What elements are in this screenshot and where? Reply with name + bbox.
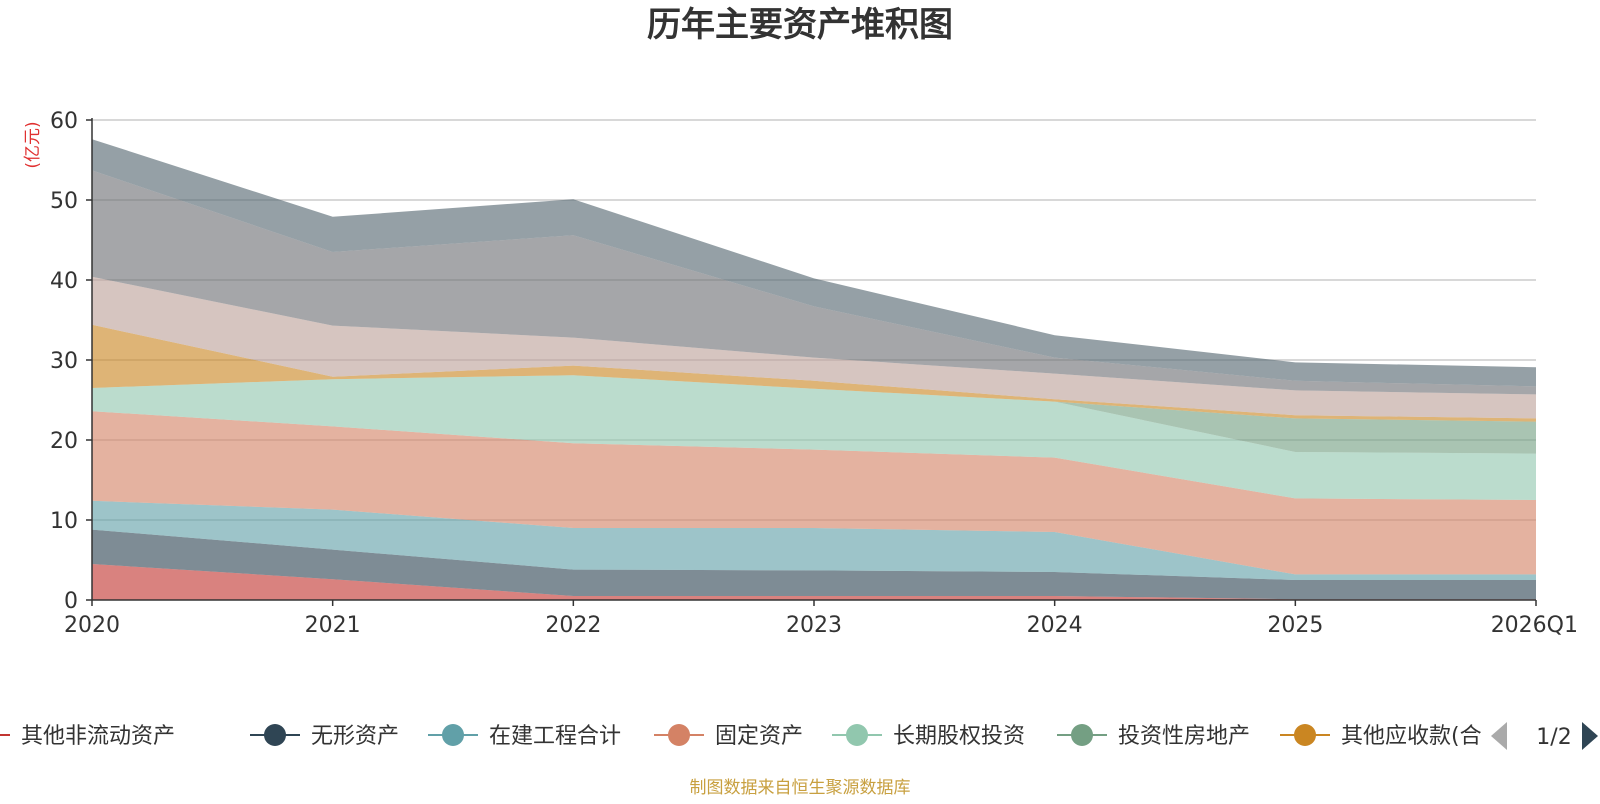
area-series-1[interactable] <box>92 529 1536 600</box>
legend-label: 无形资产 <box>311 724 399 749</box>
legend-item[interactable]: 其他非流动资产 <box>0 724 175 749</box>
legend-label: 长期股权投资 <box>893 724 1025 749</box>
legend-dot-marker <box>442 724 464 746</box>
legend-page-indicator: 1/2 <box>1536 725 1571 750</box>
area-series-0[interactable] <box>92 564 1536 600</box>
x-tick-label: 2025 <box>1267 613 1323 638</box>
legend-item[interactable]: 固定资产 <box>654 724 803 749</box>
legend-label: 在建工程合计 <box>489 724 621 749</box>
legend-dot-marker <box>668 724 690 746</box>
x-tick-label: 2023 <box>786 613 842 638</box>
legend[interactable]: 其他非流动资产 无形资产 在建工程合计 固定资产 长期股权投资 投资性房地产 其他应收款(合… <box>0 722 1598 750</box>
y-tick-label: 50 <box>50 189 78 214</box>
x-tick-label: 2021 <box>305 613 361 638</box>
legend-label: 投资性房地产 <box>1118 724 1250 749</box>
chart-title: 历年主要资产堆积图 <box>647 5 953 45</box>
y-tick-label: 40 <box>50 269 78 294</box>
x-tick-label: 2024 <box>1027 613 1083 638</box>
area-series-3[interactable] <box>92 411 1536 575</box>
legend-prev-icon[interactable] <box>1491 722 1507 750</box>
legend-dot-marker <box>846 724 868 746</box>
y-tick-label: 10 <box>50 509 78 534</box>
area-series <box>92 139 1536 600</box>
legend-label: 其他应收款(合计) <box>1341 724 1512 749</box>
area-series-5[interactable] <box>92 375 1536 454</box>
area-series-4[interactable] <box>92 375 1536 500</box>
y-tick-label: 30 <box>50 349 78 374</box>
axes: 0 10 20 30 40 50 60 2020 2021 2022 2023 2024 2025 202… <box>50 109 1578 638</box>
legend-item[interactable]: 在建工程合计 <box>428 724 621 749</box>
x-tick-label: 2026Q1 <box>1491 613 1578 638</box>
legend-label: 固定资产 <box>715 724 803 749</box>
x-tick-label: 2020 <box>64 613 120 638</box>
area-series-2[interactable] <box>92 500 1536 580</box>
legend-items: 其他非流动资产 无形资产 在建工程合计 固定资产 长期股权投资 投资性房地产 其他应收款(合… <box>0 724 1512 749</box>
legend-dot-marker <box>264 724 286 746</box>
legend-dot-marker <box>1071 724 1093 746</box>
legend-item[interactable]: 长期股权投资 <box>832 724 1025 749</box>
legend-item[interactable]: 投资性房地产 <box>1057 724 1250 749</box>
x-tick-label: 2022 <box>545 613 601 638</box>
legend-label: 其他非流动资产 <box>21 724 175 749</box>
legend-dot-marker <box>1294 724 1316 746</box>
legend-next-icon[interactable] <box>1582 722 1598 750</box>
legend-item[interactable]: 无形资产 <box>250 724 399 749</box>
area-series-7[interactable] <box>92 276 1536 419</box>
legend-item[interactable]: 其他应收款(合计) <box>1280 724 1512 749</box>
source-note: 制图数据来自恒生聚源数据库 <box>690 778 911 798</box>
y-tick-label: 20 <box>50 429 78 454</box>
y-axis-unit: (亿元) <box>23 121 43 168</box>
area-series-8[interactable] <box>92 170 1536 395</box>
y-tick-label: 60 <box>50 109 78 134</box>
y-tick-label: 0 <box>64 589 78 614</box>
